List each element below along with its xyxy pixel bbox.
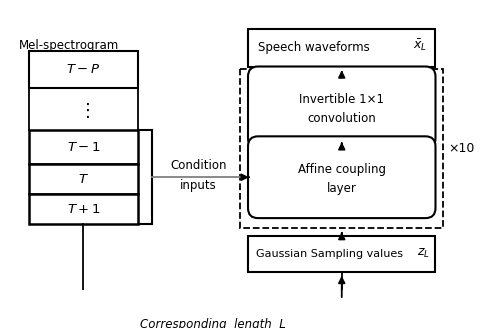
Text: $\bar{x}_L$: $\bar{x}_L$ bbox=[412, 38, 427, 53]
FancyBboxPatch shape bbox=[29, 130, 138, 164]
Text: Corresponding  length  L: Corresponding length L bbox=[139, 318, 285, 328]
Text: $z_L$: $z_L$ bbox=[416, 246, 429, 259]
FancyBboxPatch shape bbox=[247, 67, 435, 148]
FancyBboxPatch shape bbox=[247, 136, 435, 218]
Text: $T - P$: $T - P$ bbox=[66, 63, 100, 76]
Text: layer: layer bbox=[326, 182, 356, 195]
Text: $\vdots$: $\vdots$ bbox=[77, 101, 89, 120]
Text: Invertible 1×1: Invertible 1×1 bbox=[299, 93, 383, 106]
Text: convolution: convolution bbox=[307, 112, 375, 125]
FancyBboxPatch shape bbox=[247, 29, 435, 67]
Text: $T$: $T$ bbox=[78, 173, 89, 186]
Text: $T - 1$: $T - 1$ bbox=[67, 141, 100, 154]
FancyBboxPatch shape bbox=[29, 51, 138, 89]
Text: inputs: inputs bbox=[179, 179, 216, 192]
FancyBboxPatch shape bbox=[247, 236, 435, 272]
Text: $T + 1$: $T + 1$ bbox=[67, 203, 100, 215]
FancyBboxPatch shape bbox=[239, 69, 442, 228]
FancyBboxPatch shape bbox=[29, 164, 138, 194]
Text: Affine coupling: Affine coupling bbox=[297, 163, 385, 176]
FancyBboxPatch shape bbox=[29, 194, 138, 224]
Text: Speech waveforms: Speech waveforms bbox=[258, 41, 369, 54]
Text: Gaussian Sampling values: Gaussian Sampling values bbox=[256, 249, 402, 259]
Text: Condition: Condition bbox=[169, 159, 226, 172]
Text: Mel-spectrogram: Mel-spectrogram bbox=[19, 39, 119, 51]
Text: ×10: ×10 bbox=[447, 142, 473, 155]
